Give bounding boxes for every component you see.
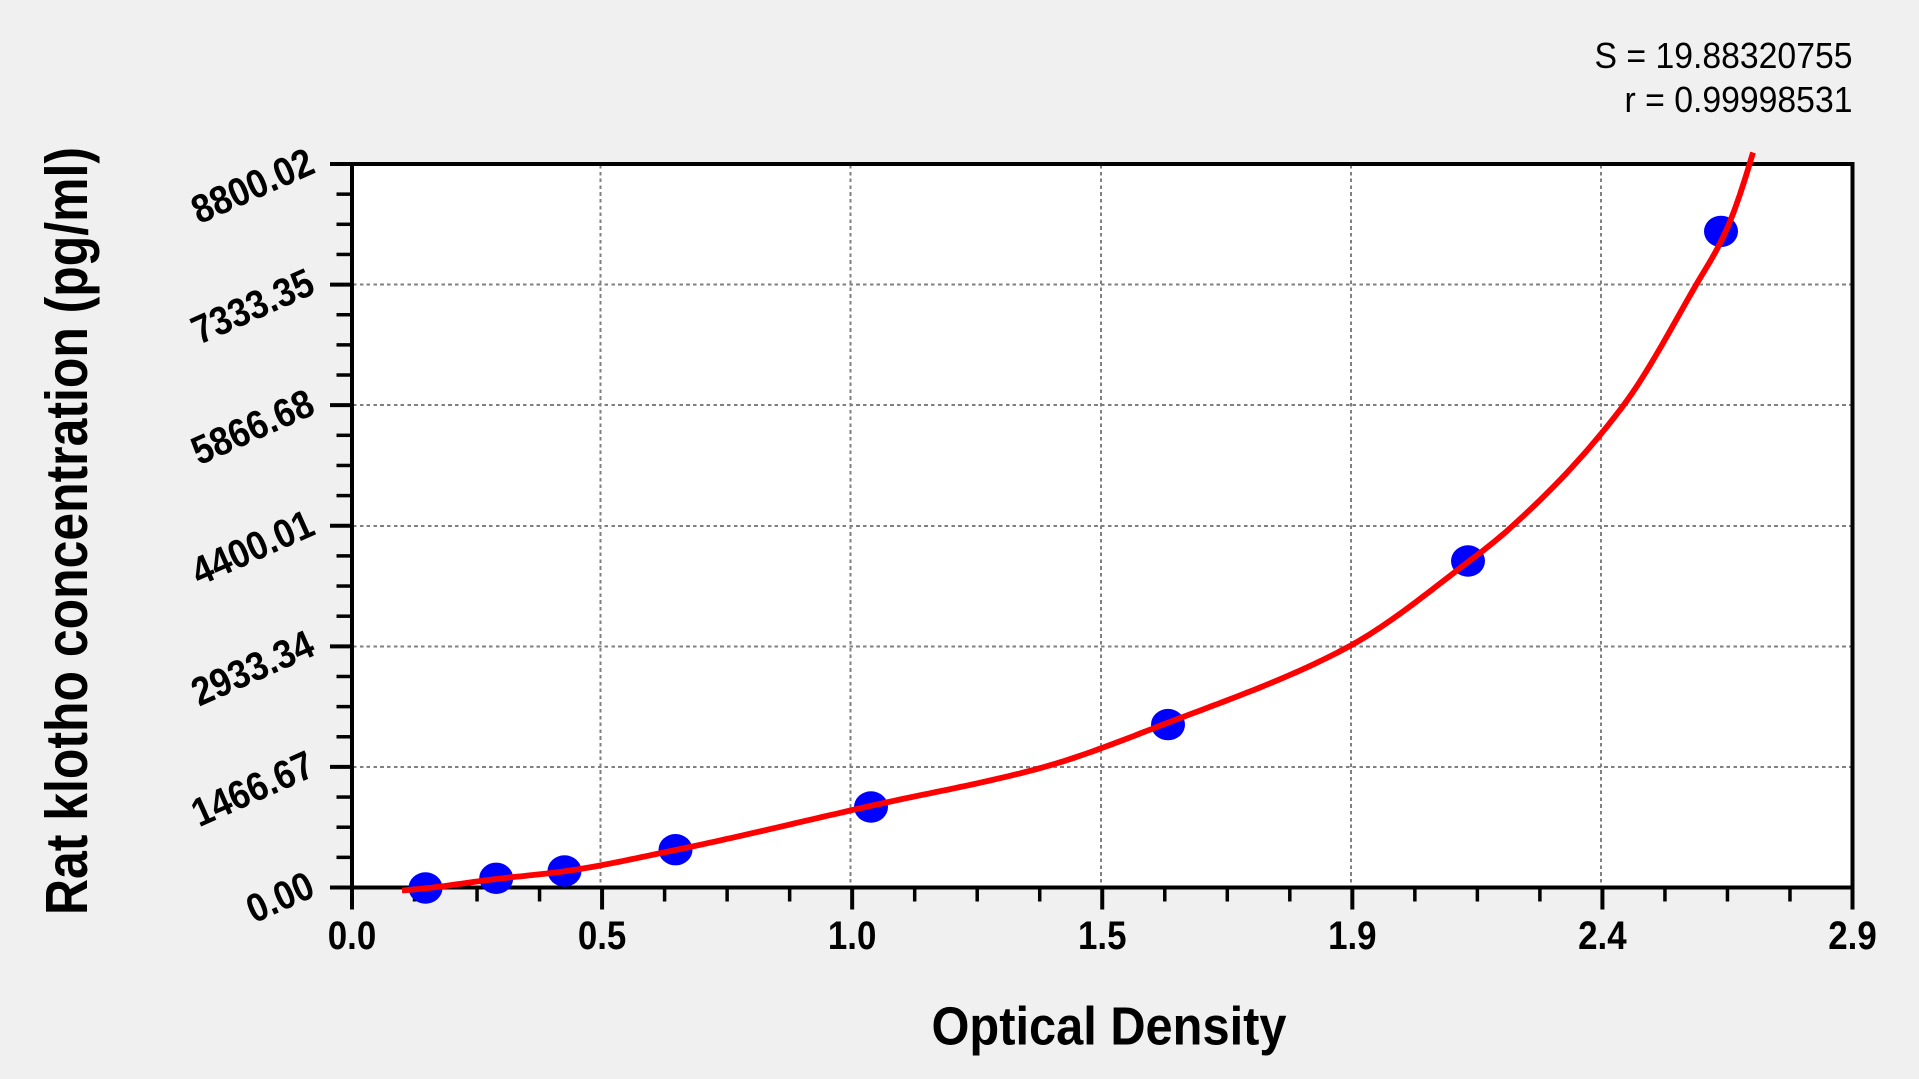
svg-text:S = 19.88320755: S = 19.88320755 (1595, 35, 1853, 76)
svg-text:1.9: 1.9 (1328, 914, 1377, 958)
svg-text:2.4: 2.4 (1578, 914, 1627, 958)
svg-text:1.5: 1.5 (1078, 914, 1127, 958)
svg-text:r = 0.99998531: r = 0.99998531 (1625, 79, 1853, 120)
svg-text:Rat klotho concentration (pg/m: Rat klotho concentration (pg/ml) (34, 147, 100, 915)
svg-text:0.0: 0.0 (328, 914, 377, 958)
svg-text:Optical Density: Optical Density (932, 997, 1287, 1057)
svg-text:0.5: 0.5 (578, 914, 627, 958)
svg-text:1.0: 1.0 (828, 914, 877, 958)
svg-text:2.9: 2.9 (1828, 914, 1877, 958)
